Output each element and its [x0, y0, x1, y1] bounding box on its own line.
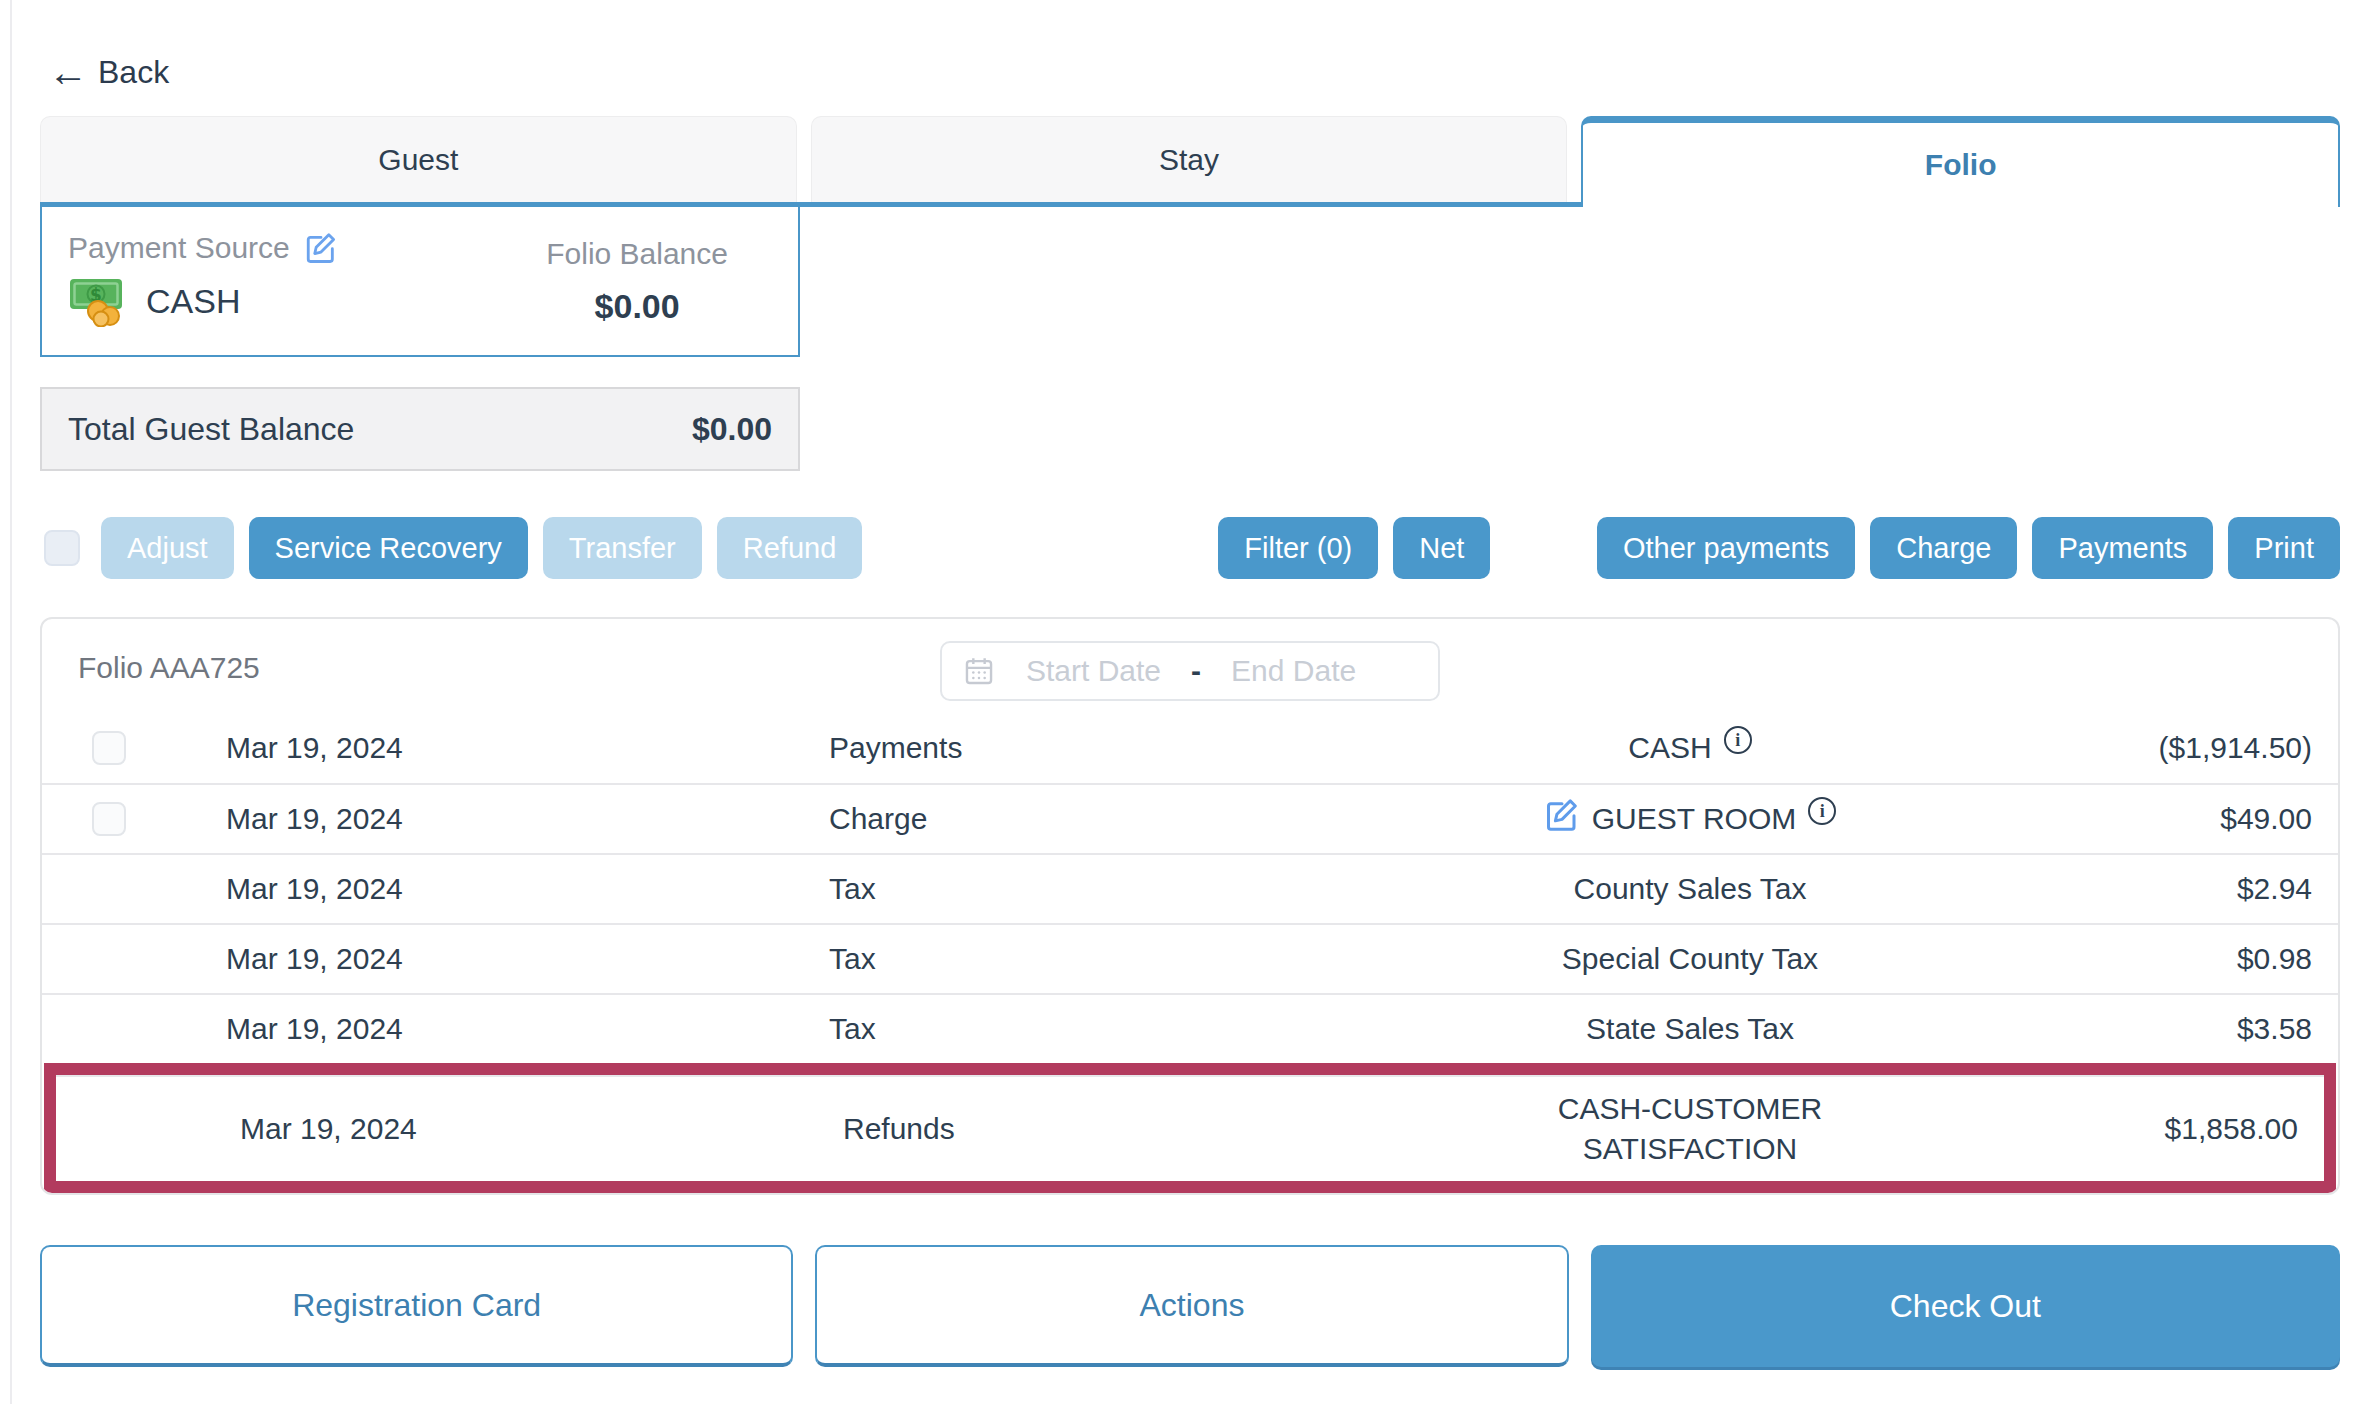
row-date: Mar 19, 2024 [184, 802, 829, 836]
row-amount: $1,858.00 [1922, 1112, 2302, 1146]
payment-method-value: CASH [146, 282, 240, 321]
net-button[interactable]: Net [1393, 517, 1490, 579]
row-description: County Sales Tax [1574, 872, 1807, 906]
date-range-input[interactable]: Start Date - End Date [940, 641, 1440, 701]
other-payments-button[interactable]: Other payments [1597, 517, 1855, 579]
payment-source-label: Payment Source [68, 231, 290, 265]
row-date: Mar 19, 2024 [184, 942, 829, 976]
charge-button[interactable]: Charge [1870, 517, 2017, 579]
row-amount: $49.00 [1936, 802, 2316, 836]
info-icon[interactable]: i [1724, 726, 1752, 754]
calendar-icon [962, 654, 996, 688]
row-date: Mar 19, 2024 [198, 1112, 843, 1146]
folio-balance-value: $0.00 [546, 287, 728, 326]
actions-button[interactable]: Actions [815, 1245, 1568, 1367]
total-guest-balance-label: Total Guest Balance [68, 411, 354, 448]
start-date-placeholder: Start Date [1026, 654, 1161, 688]
row-amount: $3.58 [1936, 1012, 2316, 1046]
row-amount: $0.98 [1936, 942, 2316, 976]
row-description: CASH [1628, 731, 1711, 765]
tab-guest-label: Guest [378, 143, 458, 177]
folio-toolbar: Adjust Service Recovery Transfer Refund … [44, 517, 2340, 579]
folio-balance-label: Folio Balance [546, 237, 728, 271]
cash-money-icon: $ [68, 275, 130, 327]
panel-left-edge [10, 0, 12, 1404]
arrow-left-icon: ← [48, 52, 88, 92]
row-description: GUEST ROOM [1592, 802, 1796, 836]
total-guest-balance-value: $0.00 [692, 411, 772, 448]
row-description: CASH-CUSTOMER SATISFACTION [1535, 1089, 1845, 1170]
edit-icon[interactable] [304, 231, 338, 265]
table-row-payments-cash: Mar 19, 2024 Payments CASH i ($1,914.50) [42, 713, 2338, 783]
tab-stay-label: Stay [1159, 143, 1219, 177]
row-type: Tax [829, 942, 1444, 976]
edit-icon[interactable] [1544, 797, 1580, 833]
payment-source-card: Payment Source $ CASH Folio Balance $0.0… [40, 207, 800, 357]
row-amount: ($1,914.50) [1936, 731, 2316, 765]
footer-actions: Registration Card Actions Check Out [40, 1245, 2340, 1367]
service-recovery-button[interactable]: Service Recovery [249, 517, 528, 579]
table-row-county-sales-tax: Mar 19, 2024 Tax County Sales Tax $2.94 [42, 853, 2338, 923]
row-amount: $2.94 [1936, 872, 2316, 906]
tab-bar: Guest Stay Folio [40, 116, 2340, 207]
payments-button[interactable]: Payments [2032, 517, 2213, 579]
back-button[interactable]: ← Back [48, 52, 169, 92]
tab-folio[interactable]: Folio [1581, 116, 2340, 207]
highlight-annotation-box: Mar 19, 2024 Refunds CASH-CUSTOMER SATIS… [44, 1063, 2336, 1193]
total-guest-balance: Total Guest Balance $0.00 [40, 387, 800, 471]
table-row-special-county-tax: Mar 19, 2024 Tax Special County Tax $0.9… [42, 923, 2338, 993]
refund-button[interactable]: Refund [717, 517, 863, 579]
row-type: Tax [829, 872, 1444, 906]
transfer-button[interactable]: Transfer [543, 517, 702, 579]
table-row-state-sales-tax: Mar 19, 2024 Tax State Sales Tax $3.58 [42, 993, 2338, 1063]
row-date: Mar 19, 2024 [184, 1012, 829, 1046]
back-label: Back [98, 54, 169, 91]
row-type: Charge [829, 802, 1444, 836]
row-checkbox[interactable] [92, 802, 126, 836]
tab-stay[interactable]: Stay [811, 116, 1568, 202]
table-row-refund-highlighted: Mar 19, 2024 Refunds CASH-CUSTOMER SATIS… [56, 1075, 2324, 1181]
adjust-button[interactable]: Adjust [101, 517, 234, 579]
row-type: Refunds [843, 1112, 1458, 1146]
row-type: Payments [829, 731, 1444, 765]
print-button[interactable]: Print [2228, 517, 2340, 579]
registration-card-button[interactable]: Registration Card [40, 1245, 793, 1367]
tab-guest[interactable]: Guest [40, 116, 797, 202]
tab-folio-label: Folio [1925, 148, 1997, 182]
row-date: Mar 19, 2024 [184, 872, 829, 906]
end-date-placeholder: End Date [1231, 654, 1356, 688]
select-all-checkbox[interactable] [44, 530, 80, 566]
filter-button[interactable]: Filter (0) [1218, 517, 1378, 579]
row-type: Tax [829, 1012, 1444, 1046]
check-out-button[interactable]: Check Out [1591, 1245, 2340, 1367]
row-checkbox[interactable] [92, 731, 126, 765]
table-row-charge-guest-room: Mar 19, 2024 Charge GUEST ROOM i $49.00 [42, 783, 2338, 853]
row-description: State Sales Tax [1586, 1012, 1794, 1046]
row-description: Special County Tax [1562, 942, 1818, 976]
folio-panel: Folio AAA725 Start Date - End Date Mar 1… [40, 617, 2340, 1195]
folio-title: Folio AAA725 [78, 651, 260, 685]
date-range-separator: - [1191, 654, 1201, 688]
row-date: Mar 19, 2024 [184, 731, 829, 765]
info-icon[interactable]: i [1808, 797, 1836, 825]
